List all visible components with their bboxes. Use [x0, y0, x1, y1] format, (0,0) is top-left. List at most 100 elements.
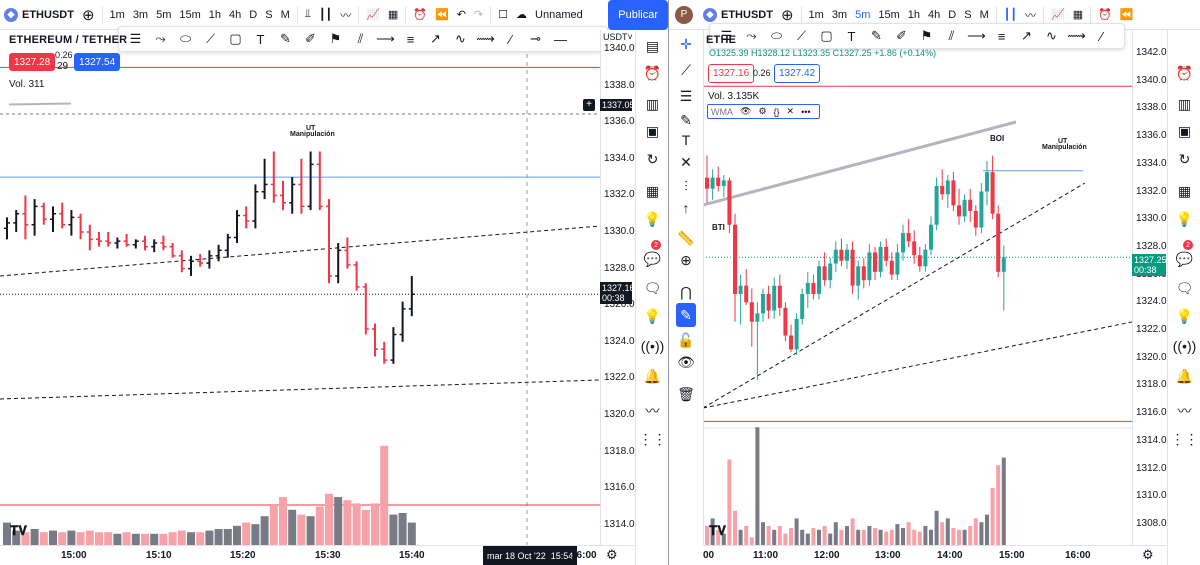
eye-icon[interactable]: 👁: [677, 353, 695, 370]
symbol-search-button[interactable]: ◆ ETHUSDT: [0, 4, 78, 26]
parallel-channel-icon[interactable]: ⫽: [357, 31, 364, 46]
left-time-axis[interactable]: 15:00 15:10 15:20 15:30 15:40 mar 18 Oct '22…: [0, 523, 634, 565]
horizontal-lines-icon[interactable]: ☰: [129, 31, 142, 46]
alert-clock-icon[interactable]: ⏰: [1098, 9, 1112, 21]
screener-icon[interactable]: 〰: [1177, 403, 1192, 419]
watchlist-icon[interactable]: ▤: [645, 37, 660, 54]
replay-icon[interactable]: ⏪: [1119, 9, 1134, 21]
settings-icon[interactable]: ⚙: [758, 106, 767, 116]
highlighter-icon[interactable]: ✐: [305, 31, 316, 46]
chat-icon[interactable]: 💬: [643, 250, 662, 267]
hotlists-icon[interactable]: ↻: [646, 150, 659, 167]
polyline-icon[interactable]: ∿: [455, 31, 466, 46]
extended-line-icon[interactable]: ⁄: [509, 31, 512, 47]
alerts-icon[interactable]: ⏰: [1175, 64, 1194, 81]
path-icon[interactable]: ⤳: [155, 31, 166, 46]
more-dots-icon[interactable]: ⋮⋮: [638, 430, 667, 447]
news-icon[interactable]: ▣: [1177, 122, 1192, 139]
interval-D[interactable]: D: [948, 8, 957, 21]
trendline-icon[interactable]: ⟋: [796, 28, 807, 43]
horizontal-ray-icon[interactable]: —: [554, 31, 567, 47]
highlighter-icon[interactable]: ✐: [896, 28, 907, 43]
text-icon[interactable]: T: [256, 31, 265, 47]
magnet-icon[interactable]: ⋂: [680, 283, 692, 300]
interval-1h[interactable]: 1h: [208, 8, 222, 21]
horizontal-lines-icon[interactable]: ☰: [720, 28, 733, 43]
info-line-icon[interactable]: ⟿: [1067, 28, 1086, 43]
indicator-templates-icon[interactable]: ⫫: [304, 8, 311, 20]
source-code-icon[interactable]: {}: [773, 106, 780, 117]
right-price-chart[interactable]: [703, 30, 1163, 545]
bell-icon[interactable]: 🔔: [1175, 367, 1194, 384]
bell-icon[interactable]: 🔔: [643, 367, 662, 384]
more-dots-icon[interactable]: ⋮⋮: [1170, 430, 1199, 447]
fullscreen-icon[interactable]: ☐: [498, 9, 509, 21]
parallel-channel-icon[interactable]: ⫽: [948, 28, 955, 43]
cloud-save-icon[interactable]: ☁: [516, 9, 528, 21]
alert-clock-icon[interactable]: ⏰: [413, 9, 427, 21]
right-price-axis[interactable]: 1342.00 1340.00 1338.00 1336.00 1334.00 1332.…: [1132, 30, 1172, 545]
settings-gear-icon[interactable]: ⚙: [1142, 547, 1154, 562]
rectangle-icon[interactable]: ▢: [229, 31, 242, 46]
chat-icon[interactable]: 💬: [1175, 250, 1194, 267]
interval-M[interactable]: M: [979, 8, 989, 21]
brush-icon[interactable]: ✎: [280, 31, 291, 46]
crosshair-icon[interactable]: ✛: [680, 35, 692, 52]
close-icon[interactable]: ✕: [786, 106, 795, 116]
calendar-icon[interactable]: ▦: [1177, 182, 1192, 199]
more-icon[interactable]: •••: [801, 106, 811, 117]
lock-icon[interactable]: 🔓: [677, 331, 695, 348]
layout-name[interactable]: Unnamed: [535, 8, 583, 21]
arrow-up-icon[interactable]: ↑: [682, 200, 690, 216]
interval-4h[interactable]: 4h: [229, 8, 242, 21]
currency-label[interactable]: USDT˅: [603, 32, 633, 42]
text-icon[interactable]: T: [847, 28, 856, 44]
prediction-icon[interactable]: ⫶: [684, 177, 688, 194]
ideas-icon[interactable]: 💡: [643, 210, 662, 227]
user-avatar[interactable]: P: [675, 5, 693, 24]
interval-1m[interactable]: 1m: [109, 8, 125, 21]
indicators-icon[interactable]: 📈: [1051, 9, 1065, 21]
brush-icon[interactable]: ✎: [680, 111, 692, 128]
line-style-icon[interactable]: 〰: [1025, 9, 1036, 22]
stream-icon[interactable]: ((•)): [1172, 338, 1197, 354]
interval-S[interactable]: S: [964, 8, 972, 21]
right-time-axis[interactable]: 00 11:00 12:00 13:00 14:00 15:00 16:00 𝐓𝐕: [703, 523, 1166, 565]
pane-divider[interactable]: [668, 0, 669, 565]
alerts-icon[interactable]: ⏰: [643, 64, 662, 81]
ellipse-icon[interactable]: ⬭: [179, 31, 192, 46]
ray-icon[interactable]: ⟶: [376, 31, 395, 46]
replay-icon[interactable]: ⏪: [435, 9, 449, 21]
stream-icon[interactable]: ((•)): [640, 338, 665, 354]
zoom-in-icon[interactable]: ⊕: [680, 251, 692, 268]
crosshair-plus-icon[interactable]: +: [583, 99, 595, 111]
flag-icon[interactable]: ⚑: [920, 28, 933, 43]
fib-icon[interactable]: ≡: [997, 28, 1006, 44]
interval-4h[interactable]: 4h: [928, 8, 941, 21]
compare-add-icon[interactable]: ⊕: [81, 6, 95, 24]
line-style-icon[interactable]: 〰: [340, 9, 352, 22]
ask-price-box[interactable]: 1327.54: [74, 53, 121, 71]
candles-style-icon[interactable]: ┃┃: [1003, 9, 1017, 21]
brush-icon[interactable]: ✎: [871, 28, 882, 43]
path-icon[interactable]: ⤳: [746, 28, 757, 43]
symbol-search-button[interactable]: ◆ ETHUSDT: [699, 4, 777, 26]
data-window-icon[interactable]: ▥: [1177, 95, 1192, 112]
interval-15m[interactable]: 15m: [878, 8, 900, 21]
screener-icon[interactable]: 〰: [645, 403, 660, 419]
ray-icon[interactable]: ⟶: [967, 28, 986, 43]
trendline-icon[interactable]: ⟋: [681, 61, 691, 78]
candles-style-icon[interactable]: ┃┃: [318, 9, 333, 21]
interval-S[interactable]: S: [265, 8, 273, 21]
hotlists-icon[interactable]: ↻: [1178, 150, 1191, 167]
arrow-line-icon[interactable]: ↗: [1021, 28, 1032, 43]
pattern-icon[interactable]: ✕: [680, 153, 692, 170]
ideas-icon[interactable]: 💡: [1175, 210, 1194, 227]
layout-grid-icon[interactable]: ▦: [1072, 9, 1084, 21]
redo-icon[interactable]: ↷: [473, 9, 484, 21]
interval-15m[interactable]: 15m: [179, 8, 201, 21]
undo-icon[interactable]: ↶: [456, 9, 466, 21]
segment-icon[interactable]: ⊸: [530, 31, 541, 46]
publish-button[interactable]: Publicar: [608, 0, 668, 30]
help-bulb-icon[interactable]: 💡: [1175, 307, 1194, 324]
